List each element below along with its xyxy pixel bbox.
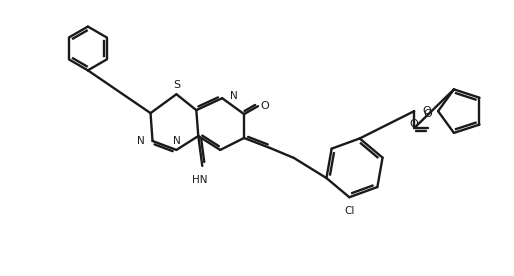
Text: O: O bbox=[424, 109, 432, 119]
Text: N: N bbox=[173, 136, 180, 146]
Text: S: S bbox=[173, 80, 180, 90]
Text: O: O bbox=[261, 101, 269, 111]
Text: O: O bbox=[410, 119, 418, 129]
Text: N: N bbox=[230, 91, 238, 101]
Text: O: O bbox=[423, 106, 431, 116]
Text: Cl: Cl bbox=[344, 206, 355, 216]
Text: HN: HN bbox=[192, 175, 207, 185]
Text: N: N bbox=[137, 136, 144, 146]
